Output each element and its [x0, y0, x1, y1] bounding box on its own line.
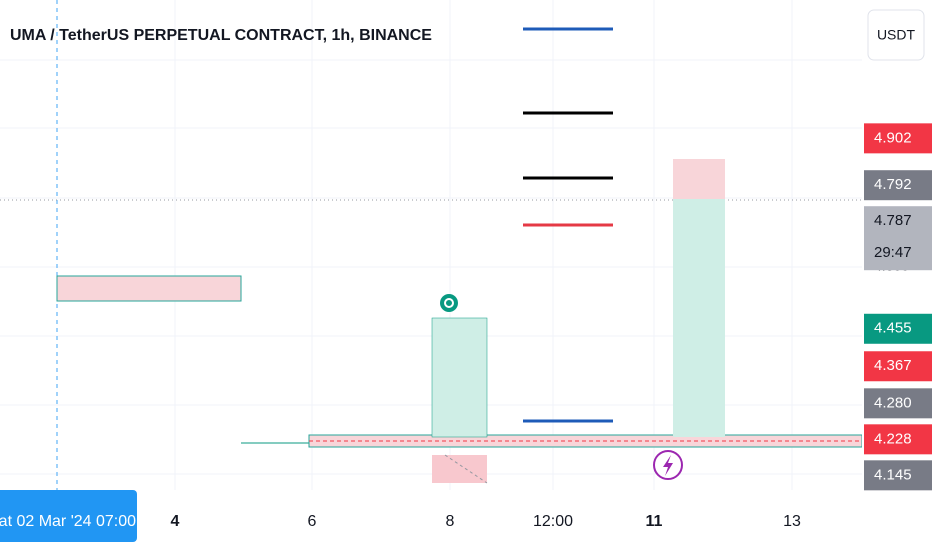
price-marker [864, 424, 932, 455]
current-time-box [0, 490, 137, 542]
long-stop [432, 455, 487, 483]
chart-title: UMA / TetherUS PERPETUAL CONTRACT, 1h, B… [10, 27, 432, 44]
price-marker [864, 388, 932, 419]
price-marker-label: 4.280 [874, 394, 912, 411]
price-marker-label: 4.228 [874, 430, 912, 447]
currency-button[interactable] [867, 9, 925, 61]
long-target [673, 199, 725, 437]
price-marker-label: 4.455 [874, 320, 912, 337]
time-label: 4 [171, 513, 180, 530]
zone [56, 275, 242, 302]
long-target [431, 317, 488, 438]
price-marker [864, 313, 932, 344]
currency: USDT [877, 27, 916, 43]
trend [444, 454, 488, 484]
price-marker-label: 4.145 [874, 466, 912, 483]
time-label: 13 [783, 513, 801, 530]
price-marker-label: 4.367 [874, 357, 912, 374]
drawings [0, 0, 862, 490]
price-marker [864, 206, 932, 271]
time-label: 12:00 [533, 513, 573, 530]
long-stop [673, 159, 725, 199]
price-marker [864, 351, 932, 382]
idea-icon-inner [444, 298, 454, 308]
countdown: 29:47 [874, 244, 912, 261]
price-marker-label: 4.902 [874, 129, 912, 146]
current-time: Sat 02 Mar '24 07:00 [0, 513, 136, 530]
price-axis [862, 0, 932, 550]
price-marker-label: 4.787 [874, 212, 912, 229]
price-marker [864, 170, 932, 201]
price-marker [864, 123, 932, 154]
time-label: 8 [446, 513, 455, 530]
grid [0, 0, 862, 490]
time-label: 6 [308, 513, 317, 530]
alert-bolt [663, 455, 673, 476]
time-label: 11 [646, 513, 663, 530]
time-axis [0, 490, 862, 550]
price-marker-label: 4.792 [874, 176, 912, 193]
idea-icon[interactable] [440, 294, 458, 312]
price-marker [864, 460, 932, 491]
